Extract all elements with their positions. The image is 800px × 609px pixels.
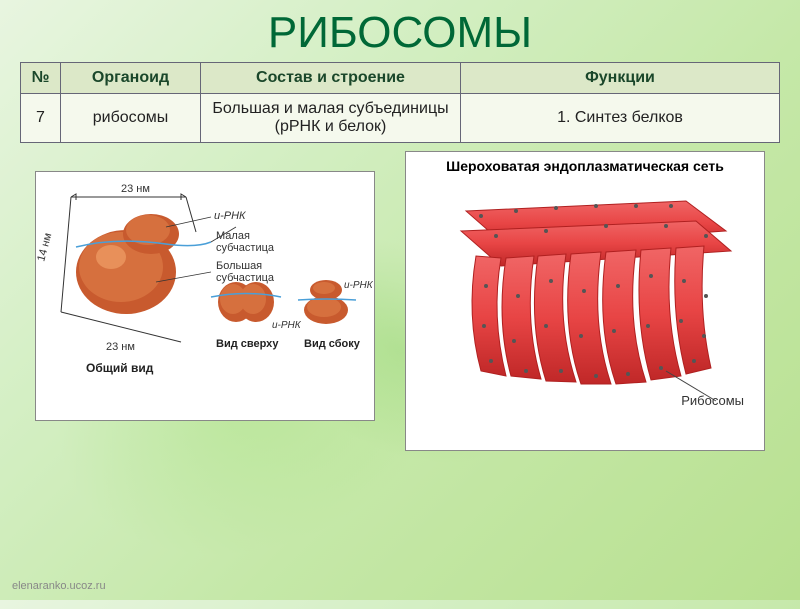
label-general: Общий вид: [86, 361, 154, 375]
label-irna-2: и-РНК: [272, 320, 301, 331]
table-row: 7 рибосомы Большая и малая субъединицы (…: [21, 94, 780, 143]
ribosome-general: [76, 214, 211, 314]
dim-left: 14 нм: [36, 232, 54, 263]
watermark: elenaranko.ucoz.ru: [12, 580, 106, 592]
page-title: РИБОСОМЫ: [0, 0, 800, 62]
label-top-view: Вид сверху: [216, 338, 279, 350]
cell-functions: 1. Синтез белков: [461, 94, 780, 143]
cell-organoid: рибосомы: [61, 94, 201, 143]
th-functions: Функции: [461, 63, 780, 94]
dim-top: 23 нм: [121, 183, 150, 195]
label-side-view: Вид сбоку: [304, 338, 361, 350]
table-header-row: № Органоид Состав и строение Функции: [21, 63, 780, 94]
dim-bottom: 23 нм: [106, 341, 135, 353]
label-small-sub: Малаясубчастица: [216, 230, 274, 254]
th-structure: Состав и строение: [201, 63, 461, 94]
label-large-sub: Большаясубчастица: [216, 260, 274, 284]
ribosome-top-view: [211, 282, 281, 322]
diagrams-row: 23 нм 14 нм 23 нм Общий вид: [0, 171, 800, 451]
cell-structure: Большая и малая субъединицы (рРНК и бело…: [201, 94, 461, 143]
th-number: №: [21, 63, 61, 94]
cell-number: 7: [21, 94, 61, 143]
slide-container: РИБОСОМЫ № Органоид Состав и строение Фу…: [0, 0, 800, 600]
th-organoid: Органоид: [61, 63, 201, 94]
er-diagram: Шероховатая эндоплазматическая сеть: [405, 151, 765, 451]
organoid-table: № Органоид Состав и строение Функции 7 р…: [20, 62, 780, 143]
label-ribosomes: Рибосомы: [681, 393, 744, 408]
er-title: Шероховатая эндоплазматическая сеть: [406, 152, 764, 176]
label-irna-3: и-РНК: [344, 280, 373, 291]
label-irna-1: и-РНК: [214, 210, 246, 222]
ribosome-diagram: 23 нм 14 нм 23 нм Общий вид: [35, 171, 375, 421]
ribosome-svg: 23 нм 14 нм 23 нм Общий вид: [36, 172, 376, 422]
er-svg: [406, 176, 766, 416]
